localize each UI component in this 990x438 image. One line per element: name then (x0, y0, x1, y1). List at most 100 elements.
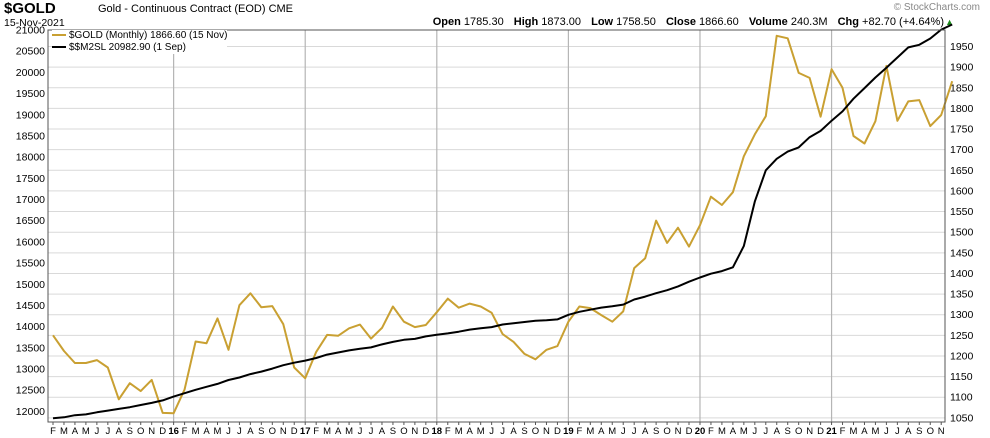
x-tick-label: M (740, 426, 748, 437)
x-tick-label: O (400, 426, 407, 437)
x-tick-label: J (489, 426, 494, 437)
x-tick-label: M (60, 426, 68, 437)
right-tick-label: 1300 (950, 309, 974, 321)
x-tick-label: F (182, 426, 188, 437)
x-tick-label: M (850, 426, 858, 437)
right-tick-label: 1200 (950, 350, 974, 362)
right-tick-label: 1600 (950, 185, 974, 197)
x-tick-label: N (675, 426, 682, 437)
x-tick-label: 18 (432, 426, 443, 437)
watermark: © StockCharts.com (893, 2, 980, 13)
right-tick-label: 1450 (950, 247, 974, 259)
right-tick-label: 1500 (950, 227, 974, 239)
x-tick-label: M (82, 426, 90, 437)
open-label: Open (432, 16, 461, 28)
x-tick-label: A (510, 426, 517, 437)
x-tick-label: S (653, 426, 659, 437)
x-tick-label: S (521, 426, 527, 437)
x-tick-label: M (192, 426, 200, 437)
right-tick-label: 1250 (950, 330, 974, 342)
x-tick-label: M (345, 426, 353, 437)
right-tick-label: 1800 (950, 103, 974, 115)
x-tick-label: O (137, 426, 144, 437)
m2-series-line (52, 23, 953, 420)
x-tick-label: J (500, 426, 505, 437)
x-tick-label: A (774, 426, 781, 437)
x-tick-label: M (477, 426, 485, 437)
close-value: 1866.60 (699, 16, 739, 28)
right-tick-label: 1650 (950, 165, 974, 177)
x-tick-label: 16 (168, 426, 179, 437)
left-axis: 12000 12500 13000 13500 14000 14500 15000 15500… (16, 25, 45, 418)
x-tick-label: O (927, 426, 934, 437)
instrument-title: Gold - Continuous Contract (EOD) (98, 3, 266, 15)
x-tick-label: J (621, 426, 626, 437)
legend-m2: $$M2SL 20982.90 (1 Sep) (52, 42, 227, 54)
x-tick-label: D (817, 426, 824, 437)
x-tick-label: D (554, 426, 561, 437)
x-tick-label: S (390, 426, 396, 437)
x-tick-label: A (642, 426, 649, 437)
left-tick-label: 21000 (16, 25, 45, 37)
x-tick-label: A (467, 426, 474, 437)
m2-swatch (52, 46, 66, 49)
x-tick-label: A (598, 426, 605, 437)
left-tick-label: 18500 (16, 130, 45, 142)
exchange: CME (268, 3, 294, 15)
x-tick-label: J (632, 426, 637, 437)
x-tick-label: J (884, 426, 889, 437)
left-tick-label: 16000 (16, 236, 45, 248)
legend-m2-label: $$M2SL 20982.90 (1 Sep) (69, 42, 186, 53)
x-tick-label: J (752, 426, 757, 437)
x-tick-label: A (861, 426, 868, 437)
open-value: 1785.30 (463, 16, 504, 28)
x-tick-label: M (871, 426, 879, 437)
x-tick-label: S (785, 426, 791, 437)
left-tick-label: 15500 (16, 258, 45, 270)
x-tick-label: 20 (695, 426, 706, 437)
x-tick-label: N (806, 426, 813, 437)
chart-header: $GOLD Gold - Continuous Contract (EOD) C… (0, 0, 990, 30)
volume-label: Volume (748, 16, 788, 28)
left-tick-label: 19500 (16, 88, 45, 100)
ohlc-readout: Open 1785.30 High 1873.00 Low 1758.50 Cl… (433, 16, 944, 28)
left-tick-label: 13500 (16, 342, 45, 354)
x-tick-label: A (203, 426, 210, 437)
left-tick-label: 20000 (16, 67, 45, 79)
x-tick-label: A (72, 426, 79, 437)
volume-value: 240.3M (790, 16, 828, 28)
right-tick-label: 1050 (950, 412, 974, 424)
legend-gold: $GOLD (Monthly) 1866.60 (15 Nov) (52, 30, 227, 42)
x-axis: F M A M J J A S O N D 16 F M A M J J A S O N D 17 F M A M J J A S O N D 18 F… (50, 422, 945, 437)
x-tick-label: J (895, 426, 900, 437)
x-tick-label: O (663, 426, 670, 437)
x-tick-label: A (116, 426, 123, 437)
x-tick-label: S (127, 426, 133, 437)
chg-value: +82.70 (+4.64%) (862, 16, 944, 28)
x-tick-label: J (358, 426, 363, 437)
gold-series-line (52, 34, 954, 415)
right-tick-label: 1350 (950, 289, 974, 301)
x-tick-label: D (159, 426, 166, 437)
close-label: Close (665, 16, 696, 28)
x-tick-label: F (576, 426, 582, 437)
x-tick-label: N (938, 426, 945, 437)
x-tick-label: N (280, 426, 287, 437)
right-tick-label: 1900 (950, 62, 974, 74)
x-tick-label: S (916, 426, 922, 437)
left-tick-label: 19000 (16, 109, 45, 121)
right-tick-label: 1750 (950, 124, 974, 136)
left-tick-label: 14000 (16, 321, 45, 333)
x-tick-label: N (411, 426, 418, 437)
x-tick-label: M (323, 426, 331, 437)
left-tick-label: 12500 (16, 385, 45, 397)
x-tick-label: A (730, 426, 737, 437)
x-tick-label: J (94, 426, 99, 437)
x-tick-label: M (586, 426, 594, 437)
x-tick-label: M (455, 426, 463, 437)
left-tick-label: 13000 (16, 364, 45, 376)
x-tick-label: D (422, 426, 429, 437)
x-tick-label: D (686, 426, 693, 437)
x-tick-label: F (445, 426, 451, 437)
